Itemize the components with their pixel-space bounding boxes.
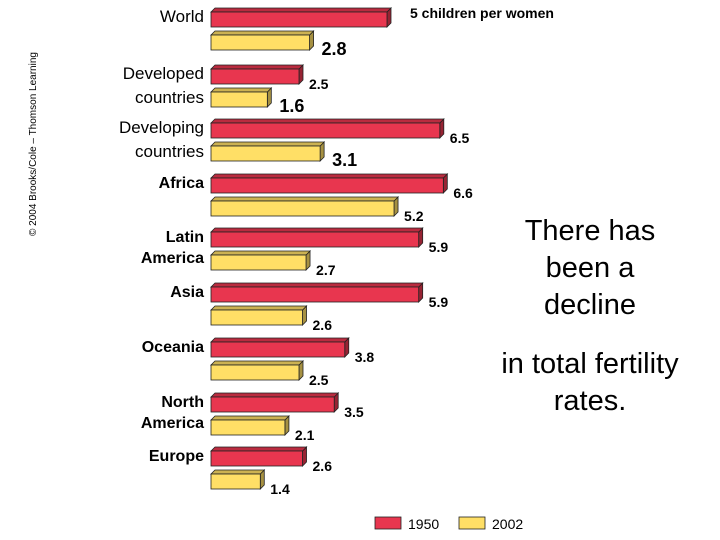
bar-1950 xyxy=(210,122,441,139)
data-label: 5.9 xyxy=(429,294,449,310)
bar-1950 xyxy=(210,450,303,467)
category-label: countries xyxy=(135,142,204,161)
group-3: Africa 6.6 5.2 xyxy=(159,173,473,224)
bar-2002-top xyxy=(210,415,290,421)
group-4: Latin America 5.9 2.7 xyxy=(141,227,449,278)
bar-1950 xyxy=(210,286,420,303)
data-label: 2.6 xyxy=(313,317,333,333)
bar-1950-top xyxy=(210,118,445,124)
bar-1950 xyxy=(210,11,388,28)
data-label: 3.8 xyxy=(355,349,375,365)
group-5: Asia 5.9 2.6 xyxy=(170,282,449,333)
bar-2002-top xyxy=(210,469,266,475)
group-1: Developed countries 2.5 1.6 xyxy=(123,64,329,116)
bar-2002 xyxy=(210,419,286,436)
bar-2002-top xyxy=(210,360,304,366)
bar-1950 xyxy=(210,396,335,413)
data-label: 2.7 xyxy=(316,262,336,278)
bar-1950-top xyxy=(210,7,392,13)
bar-2002-top xyxy=(210,30,315,36)
bar-1950-top xyxy=(210,173,449,179)
data-label: 5.9 xyxy=(429,239,449,255)
category-label: America xyxy=(141,415,204,432)
data-label: 2.6 xyxy=(313,458,333,474)
bar-1950 xyxy=(210,341,346,358)
bar-1950 xyxy=(210,68,300,85)
bar-2002 xyxy=(210,34,310,51)
data-label: 2.5 xyxy=(309,76,329,92)
legend-label-2002: 2002 xyxy=(492,516,523,532)
category-label: Europe xyxy=(149,448,204,465)
bar-2002-top xyxy=(210,141,326,147)
bar-2002 xyxy=(210,200,395,217)
category-label: Developed xyxy=(123,64,204,83)
group-7: North America 3.5 2.1 xyxy=(141,392,364,443)
bar-2002 xyxy=(210,473,261,490)
category-label: countries xyxy=(135,88,204,107)
bar-1950 xyxy=(210,231,420,248)
legend-label-1950: 1950 xyxy=(408,516,439,532)
category-label: Latin xyxy=(166,229,204,246)
data-label: 2.5 xyxy=(309,372,329,388)
bar-2002 xyxy=(210,254,307,271)
data-label: 3.1 xyxy=(332,150,357,170)
bar-2002 xyxy=(210,364,300,381)
data-label: 6.6 xyxy=(453,185,473,201)
annotation-fertility-rates: in total fertility rates. xyxy=(501,348,679,417)
bar-1950-top xyxy=(210,446,308,452)
annotation-decline: There has been a decline xyxy=(524,215,656,321)
bar-2002 xyxy=(210,91,268,108)
bar-2002-top xyxy=(210,305,308,311)
group-0: World 5 children per women 2.8 xyxy=(160,5,554,59)
data-label: 5.2 xyxy=(404,208,424,224)
category-label: Oceania xyxy=(142,339,204,356)
legend-swatch-1950 xyxy=(374,516,402,530)
data-label: 6.5 xyxy=(450,130,470,146)
group-8: Europe 2.6 1.4 xyxy=(149,446,333,497)
data-label: 3.5 xyxy=(344,404,364,420)
category-label: Africa xyxy=(159,175,204,192)
bar-1950-top xyxy=(210,282,424,288)
category-label: North xyxy=(161,394,204,411)
data-label: 2.1 xyxy=(295,427,315,443)
data-label: 5 children per women xyxy=(410,5,554,21)
bar-1950-top xyxy=(210,64,304,70)
bar-2002 xyxy=(210,145,321,162)
category-label: Asia xyxy=(170,284,204,301)
bar-2002 xyxy=(210,309,303,326)
data-label: 1.6 xyxy=(279,96,304,116)
category-label: Developing xyxy=(119,118,204,137)
legend: 1950 2002 xyxy=(374,516,523,532)
group-2: Developing countries 6.5 3.1 xyxy=(119,118,470,170)
data-label: 2.8 xyxy=(322,39,347,59)
legend-swatch-2002 xyxy=(458,516,486,530)
bar-2002-top xyxy=(210,250,312,256)
bar-1950 xyxy=(210,177,444,194)
bar-1950-top xyxy=(210,227,424,233)
group-6: Oceania 3.8 2.5 xyxy=(142,337,375,388)
bar-1950-top xyxy=(210,392,340,398)
bar-2002-top xyxy=(210,196,400,202)
category-label: World xyxy=(160,7,204,26)
category-label: America xyxy=(141,250,204,267)
bar-2002-top xyxy=(210,87,273,93)
bar-1950-top xyxy=(210,337,350,343)
data-label: 1.4 xyxy=(270,481,290,497)
